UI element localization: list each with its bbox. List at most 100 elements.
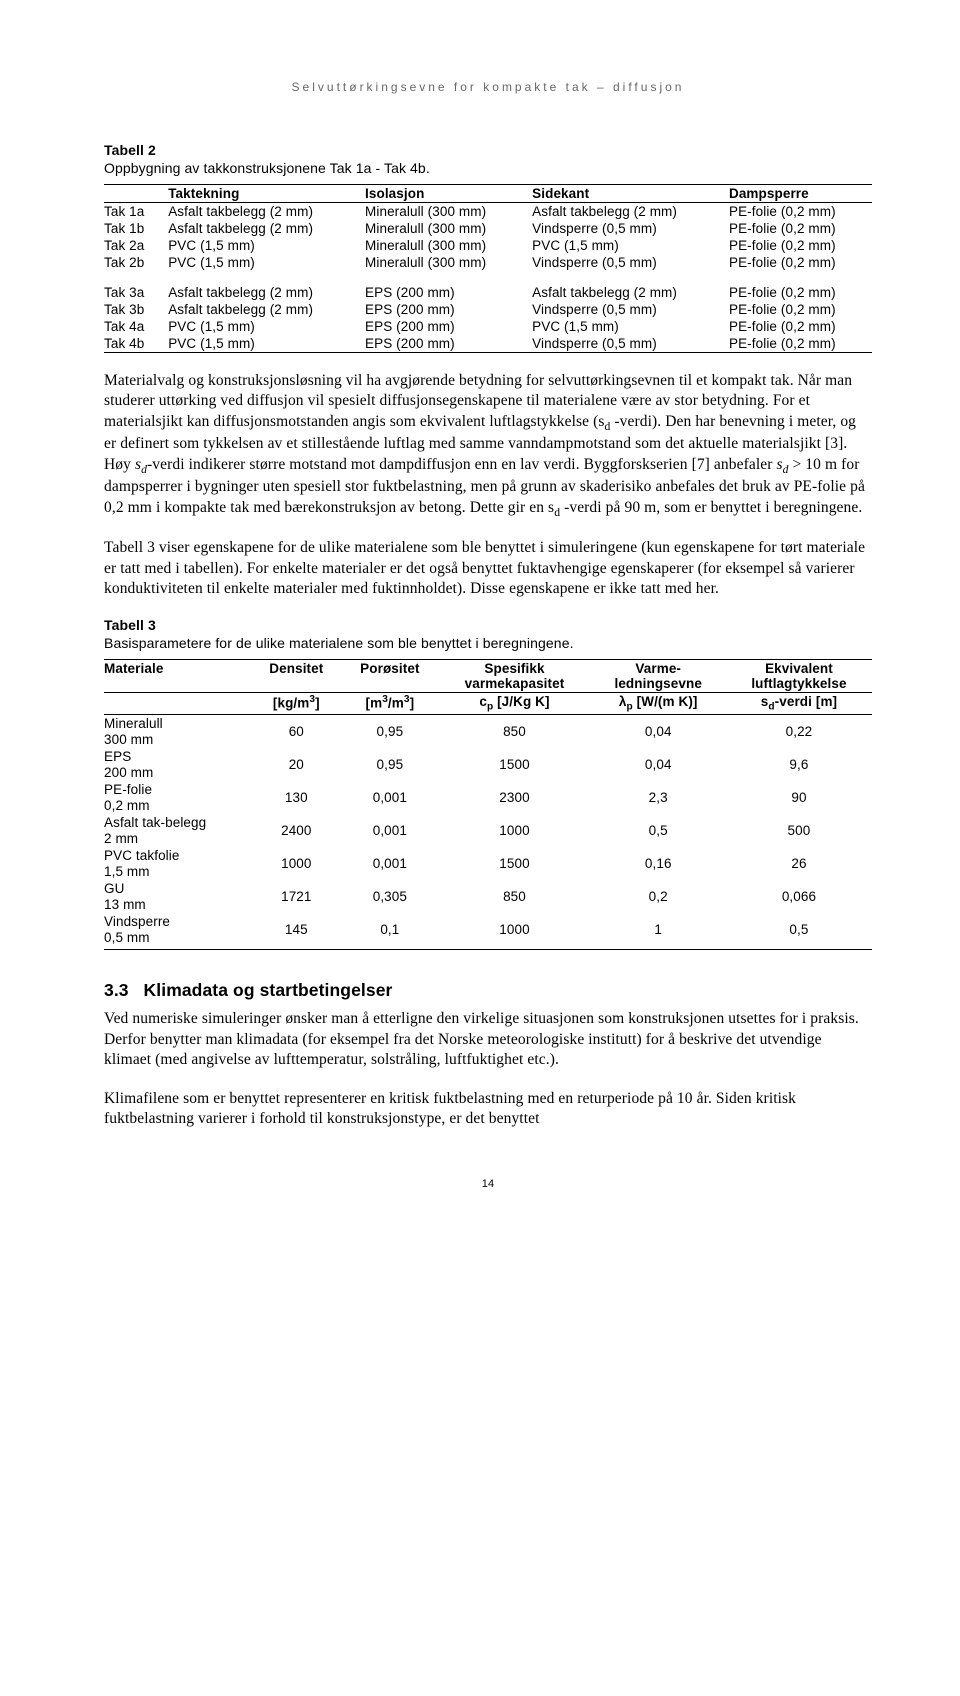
table-cell: Asfalt takbelegg (2 mm) — [162, 220, 359, 237]
table-cell: 0,2 — [591, 880, 726, 913]
table2-title: Tabell 3 — [104, 617, 872, 633]
table2: Materiale Densitet Porøsitet Spesifikkva… — [104, 659, 872, 950]
table-cell: 0,1 — [341, 913, 438, 950]
table-cell: EPS200 mm — [104, 748, 251, 781]
t2-h1: Densitet — [251, 660, 341, 693]
table-cell: 0,5 — [591, 814, 726, 847]
table-cell: Tak 4a — [104, 318, 162, 335]
table-cell: PE-folie0,2 mm — [104, 781, 251, 814]
table-cell: 1721 — [251, 880, 341, 913]
table-cell: 0,04 — [591, 748, 726, 781]
table-cell: 1000 — [251, 847, 341, 880]
table-cell: Asfalt takbelegg (2 mm) — [162, 284, 359, 301]
table-cell: PVC (1,5 mm) — [526, 318, 723, 335]
t2-h2: Porøsitet — [341, 660, 438, 693]
t1-h0 — [104, 185, 162, 203]
table-cell: 9,6 — [726, 748, 872, 781]
table-cell: Asfalt takbelegg (2 mm) — [526, 203, 723, 221]
table-cell: 0,066 — [726, 880, 872, 913]
table-cell: Tak 4b — [104, 335, 162, 353]
table-cell: 850 — [438, 715, 590, 749]
table-cell: PVC (1,5 mm) — [162, 318, 359, 335]
table-cell: Tak 1b — [104, 220, 162, 237]
table-cell: PVC takfolie1,5 mm — [104, 847, 251, 880]
table-cell: PE-folie (0,2 mm) — [723, 318, 872, 335]
table-cell: PE-folie (0,2 mm) — [723, 220, 872, 237]
table1-subtitle: Oppbygning av takkonstruksjonene Tak 1a … — [104, 160, 872, 176]
section-heading: 3.3 Klimadata og startbetingelser — [104, 980, 872, 1001]
table-row: Vindsperre0,5 mm1450,1100010,5 — [104, 913, 872, 950]
table-cell: Mineralull300 mm — [104, 715, 251, 749]
table-cell: Tak 2b — [104, 254, 162, 284]
table-row: Tak 1bAsfalt takbelegg (2 mm)Mineralull … — [104, 220, 872, 237]
table1-title: Tabell 2 — [104, 142, 872, 158]
table-cell: PE-folie (0,2 mm) — [723, 301, 872, 318]
t2-u5: sd-verdi [m] — [726, 693, 872, 715]
table-cell: 1500 — [438, 847, 590, 880]
table-cell: Tak 2a — [104, 237, 162, 254]
table-cell: Vindsperre (0,5 mm) — [526, 301, 723, 318]
table-cell: Asfalt takbelegg (2 mm) — [526, 284, 723, 301]
table-cell: 0,04 — [591, 715, 726, 749]
table-cell: PE-folie (0,2 mm) — [723, 254, 872, 284]
table-cell: EPS (200 mm) — [359, 301, 526, 318]
t1-h2: Isolasjon — [359, 185, 526, 203]
table-row: Tak 4aPVC (1,5 mm)EPS (200 mm)PVC (1,5 m… — [104, 318, 872, 335]
table-cell: Vindsperre (0,5 mm) — [526, 335, 723, 353]
table-cell: Mineralull (300 mm) — [359, 220, 526, 237]
t1-h3: Sidekant — [526, 185, 723, 203]
table-cell: 2300 — [438, 781, 590, 814]
table-cell: 0,001 — [341, 781, 438, 814]
table-cell: 60 — [251, 715, 341, 749]
table-cell: Vindsperre (0,5 mm) — [526, 220, 723, 237]
table-row: Asfalt tak-belegg2 mm24000,00110000,5500 — [104, 814, 872, 847]
table-cell: 145 — [251, 913, 341, 950]
table-cell: 0,22 — [726, 715, 872, 749]
table-cell: 0,305 — [341, 880, 438, 913]
table-cell: 1000 — [438, 913, 590, 950]
table-cell: PVC (1,5 mm) — [162, 335, 359, 353]
table-cell: 1 — [591, 913, 726, 950]
table-row: Tak 3bAsfalt takbelegg (2 mm)EPS (200 mm… — [104, 301, 872, 318]
table-cell: EPS (200 mm) — [359, 318, 526, 335]
table-cell: 500 — [726, 814, 872, 847]
table-cell: Asfalt takbelegg (2 mm) — [162, 301, 359, 318]
table-cell: PE-folie (0,2 mm) — [723, 203, 872, 221]
t2-u4: λp [W/(m K)] — [591, 693, 726, 715]
table-cell: Mineralull (300 mm) — [359, 203, 526, 221]
table-cell: Asfalt takbelegg (2 mm) — [162, 203, 359, 221]
table-cell: EPS (200 mm) — [359, 284, 526, 301]
t2-u3: cp [J/Kg K] — [438, 693, 590, 715]
table-cell: 0,001 — [341, 814, 438, 847]
table-cell: 2,3 — [591, 781, 726, 814]
paragraph-1: Materialvalg og konstruksjonsløsning vil… — [104, 371, 872, 520]
table-cell: 90 — [726, 781, 872, 814]
table-cell: 0,001 — [341, 847, 438, 880]
table-cell: PVC (1,5 mm) — [162, 254, 359, 284]
table-row: GU13 mm17210,3058500,20,066 — [104, 880, 872, 913]
t2-h4: Varme-ledningsevne — [591, 660, 726, 693]
page-number: 14 — [104, 1178, 872, 1190]
table-cell: 1500 — [438, 748, 590, 781]
table-cell: PVC (1,5 mm) — [162, 237, 359, 254]
table-cell: 26 — [726, 847, 872, 880]
table-cell: 1000 — [438, 814, 590, 847]
table-cell: 0,5 — [726, 913, 872, 950]
table-row: PVC takfolie1,5 mm10000,00115000,1626 — [104, 847, 872, 880]
table-cell: 0,95 — [341, 748, 438, 781]
table-cell: 2400 — [251, 814, 341, 847]
table-cell: EPS (200 mm) — [359, 335, 526, 353]
table-cell: 0,16 — [591, 847, 726, 880]
table-row: Tak 1aAsfalt takbelegg (2 mm)Mineralull … — [104, 203, 872, 221]
t2-u1: [kg/m3] — [251, 693, 341, 715]
table-cell: PE-folie (0,2 mm) — [723, 335, 872, 353]
table-cell: 130 — [251, 781, 341, 814]
table-cell: 20 — [251, 748, 341, 781]
table-cell: Mineralull (300 mm) — [359, 254, 526, 284]
table-cell: 850 — [438, 880, 590, 913]
table-cell: Tak 3a — [104, 284, 162, 301]
t1-h1: Taktekning — [162, 185, 359, 203]
table1: Taktekning Isolasjon Sidekant Dampsperre… — [104, 184, 872, 353]
running-header: Selvuttørkingsevne for kompakte tak – di… — [104, 80, 872, 94]
t2-u0 — [104, 693, 251, 715]
